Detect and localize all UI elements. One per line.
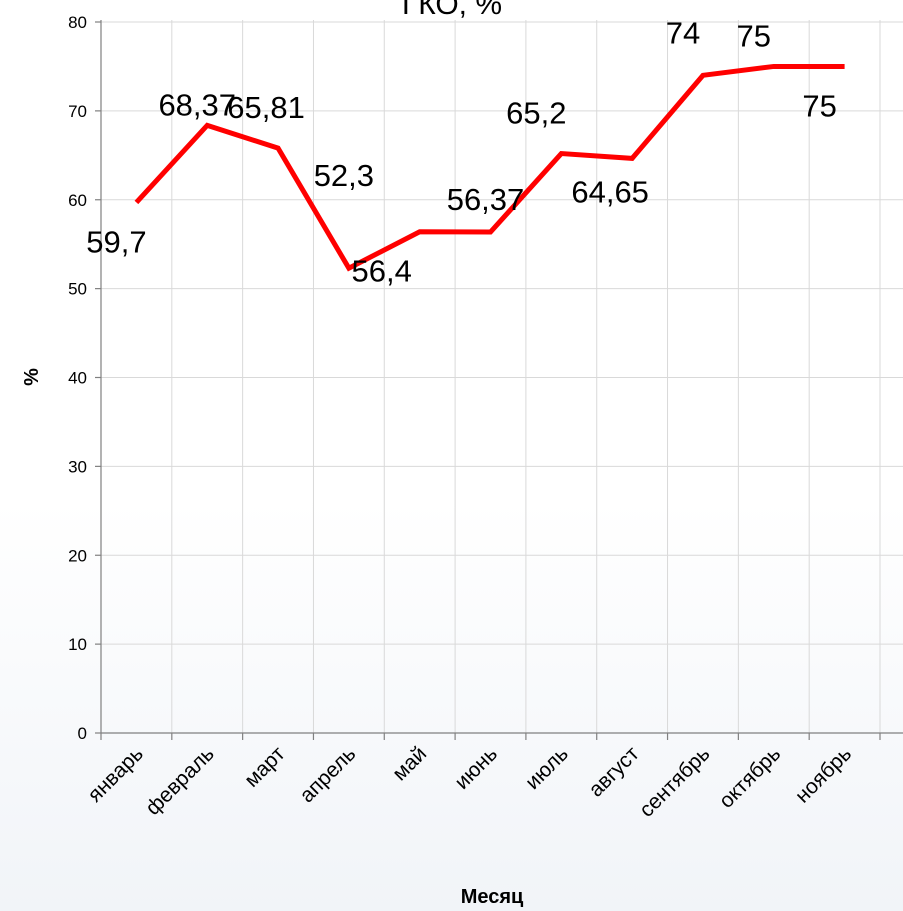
y-tick-label: 30 [68,457,87,476]
chart-title: ГКО, % [402,0,502,21]
y-tick-label: 70 [68,102,87,121]
x-tick-label: апрель [295,742,360,807]
x-tick-label: март [240,742,290,792]
y-tick-label: 10 [68,635,87,654]
x-tick-label: июнь [450,742,502,794]
y-axis-title: % [21,368,43,386]
data-label: 75 [802,88,836,123]
x-tick-label: сентябрь [635,742,715,822]
x-tick-label: июль [521,742,573,794]
data-label: 74 [666,15,700,50]
x-tick-label: январь [83,742,148,807]
x-tick-label: ноябрь [791,742,856,807]
y-tick-label: 20 [68,546,87,565]
y-tick-label: 60 [68,191,87,210]
y-tick-label: 50 [68,280,87,299]
x-tick-label: май [388,742,431,785]
x-tick-label: август [584,742,644,802]
y-tick-label: 40 [68,369,87,388]
data-label: 59,7 [86,224,146,259]
data-label: 56,37 [447,182,525,217]
y-tick-label: 80 [68,13,87,32]
data-label: 64,65 [571,174,649,209]
data-label: 75 [737,18,771,53]
data-label: 56,4 [352,254,412,289]
x-tick-label: февраль [141,742,219,820]
x-axis-title: Месяц [461,886,524,908]
data-label: 65,81 [227,90,305,125]
data-label: 65,2 [506,96,566,131]
y-tick-label: 0 [78,724,87,743]
x-tick-label: октябрь [715,742,786,813]
gridlines [101,20,903,733]
data-label: 52,3 [314,158,374,193]
data-label: 68,37 [158,87,236,122]
